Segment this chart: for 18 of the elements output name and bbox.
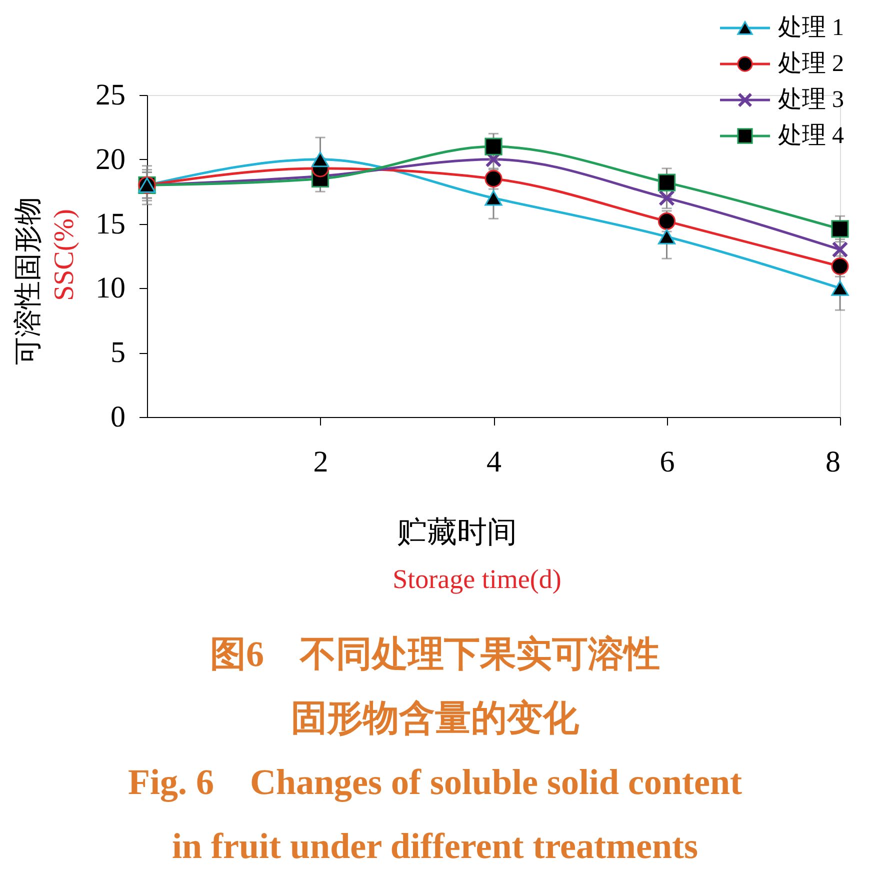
x-tick-label: 4 [486, 446, 502, 478]
legend-label: 处理 2 [778, 51, 844, 77]
y-tick-label: 0 [110, 400, 126, 434]
y-tick-label: 10 [96, 272, 126, 305]
y-tick-label: 15 [96, 207, 126, 240]
legend-label: 处理 4 [778, 123, 844, 149]
legend-label: 处理 3 [778, 87, 844, 113]
y-tick-label: 5 [110, 336, 126, 370]
legend-label: 处理 1 [778, 15, 844, 41]
y-axis-title: 可溶性固形物 SSC(%) [13, 197, 80, 365]
x-tick-label: 2 [313, 446, 328, 478]
x-axis-title: 贮藏时间 Storage time(d) [392, 516, 562, 594]
y-tick-label: 20 [96, 142, 126, 176]
x-tick-label: 8 [826, 446, 840, 478]
x-tick-label: 6 [660, 446, 675, 478]
y-tick-label: 25 [96, 78, 126, 112]
text: Fig. 6 Changes of soluble solid content in fruit under different treatments [128, 762, 742, 866]
text: 图6 不同处理下果实可溶性固形物含量的变化 [210, 634, 660, 738]
